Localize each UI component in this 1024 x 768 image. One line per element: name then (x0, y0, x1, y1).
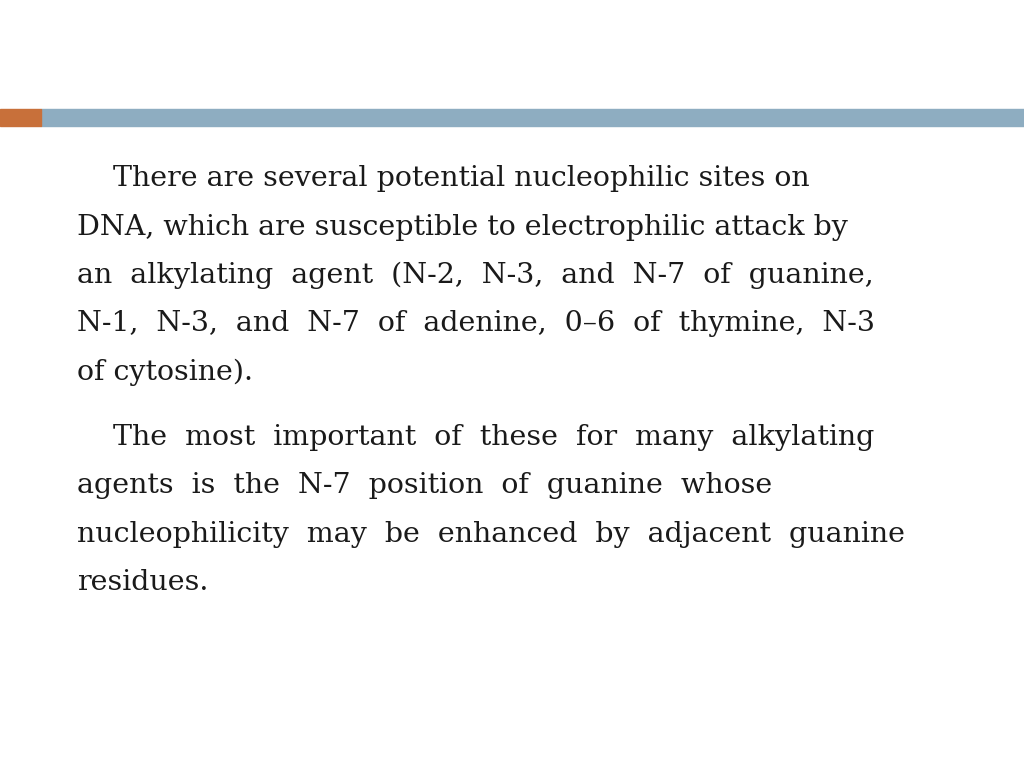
Text: N-1,  N-3,  and  N-7  of  adenine,  0–6  of  thymine,  N-3: N-1, N-3, and N-7 of adenine, 0–6 of thy… (77, 310, 874, 337)
Bar (41, 109, 1024, 126)
Text: residues.: residues. (77, 569, 208, 596)
Text: DNA, which are susceptible to electrophilic attack by: DNA, which are susceptible to electrophi… (77, 214, 848, 240)
Text: nucleophilicity  may  be  enhanced  by  adjacent  guanine: nucleophilicity may be enhanced by adjac… (77, 521, 905, 548)
Text: There are several potential nucleophilic sites on: There are several potential nucleophilic… (77, 165, 809, 192)
Text: of cytosine).: of cytosine). (77, 359, 253, 386)
Bar (0, 109, 41, 126)
Text: agents  is  the  N-7  position  of  guanine  whose: agents is the N-7 position of guanine wh… (77, 472, 772, 499)
Text: The  most  important  of  these  for  many  alkylating: The most important of these for many alk… (77, 424, 874, 451)
Text: an  alkylating  agent  (N-2,  N-3,  and  N-7  of  guanine,: an alkylating agent (N-2, N-3, and N-7 o… (77, 262, 873, 290)
